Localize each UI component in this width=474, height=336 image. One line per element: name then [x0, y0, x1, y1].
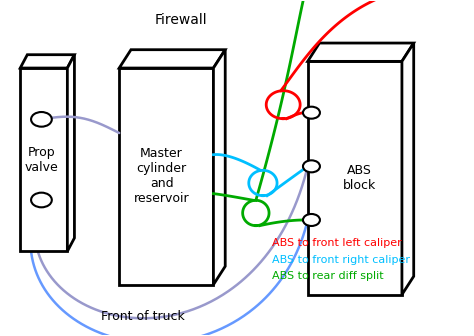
Text: ABS to front left caliper: ABS to front left caliper [273, 238, 402, 248]
Polygon shape [119, 50, 225, 68]
Polygon shape [119, 68, 213, 285]
Circle shape [31, 193, 52, 207]
Polygon shape [67, 55, 74, 251]
Polygon shape [308, 43, 414, 61]
Circle shape [303, 107, 320, 119]
Polygon shape [20, 68, 67, 251]
Text: ABS
block: ABS block [343, 164, 376, 192]
Polygon shape [402, 43, 414, 295]
Text: Master
cylinder
and
reservoir: Master cylinder and reservoir [134, 147, 190, 205]
Text: ABS to rear diff split: ABS to rear diff split [273, 271, 384, 281]
Circle shape [303, 160, 320, 172]
Circle shape [31, 112, 52, 127]
Text: ABS to front right caliper: ABS to front right caliper [273, 255, 410, 265]
Circle shape [303, 214, 320, 226]
Text: Front of truck: Front of truck [101, 310, 185, 323]
Polygon shape [20, 55, 74, 68]
Text: Prop
valve: Prop valve [25, 146, 58, 174]
Polygon shape [213, 50, 225, 285]
Polygon shape [308, 61, 402, 295]
Text: Firewall: Firewall [154, 13, 207, 27]
